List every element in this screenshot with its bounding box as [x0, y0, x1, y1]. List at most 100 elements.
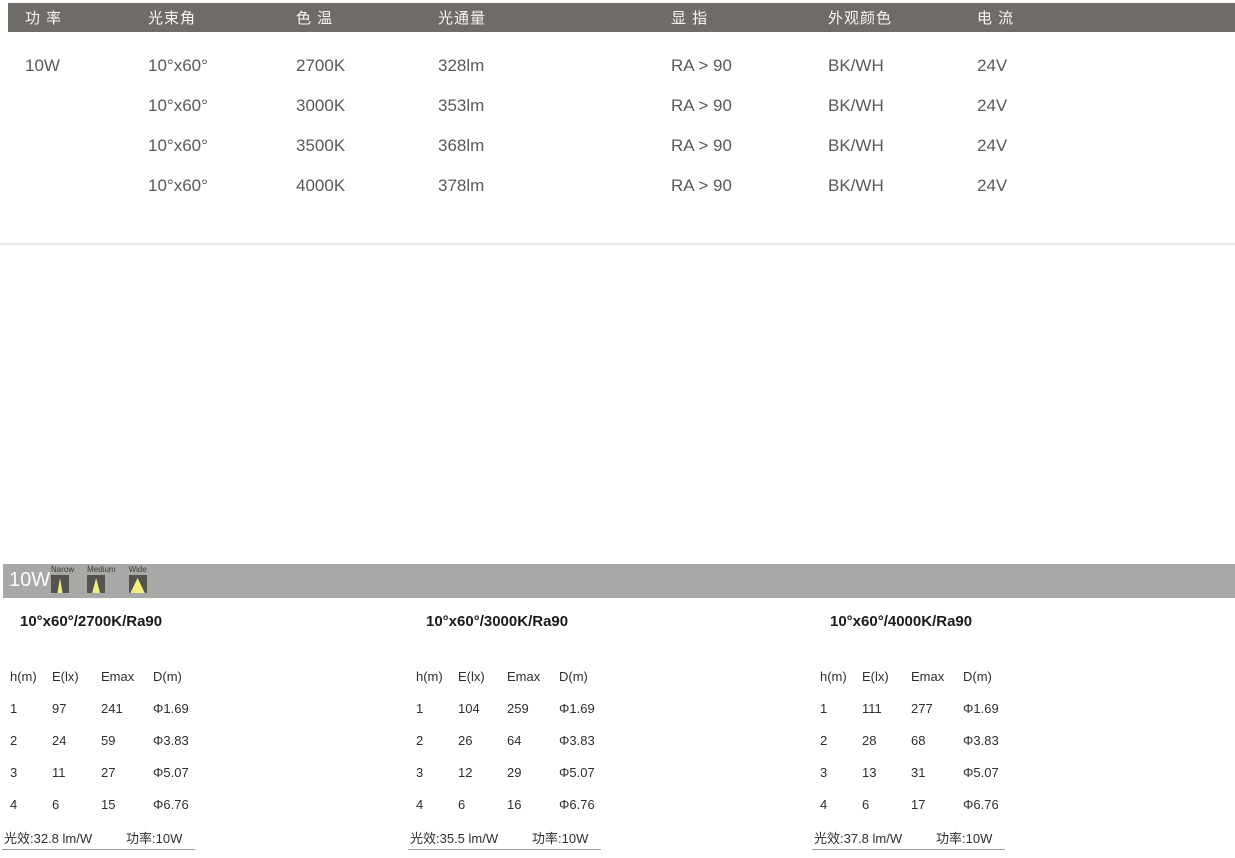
spec-cell-beam-angle: 10°x60°: [148, 96, 208, 115]
pt-header-h: h(m): [10, 668, 37, 684]
spec-header-power: 功 率: [25, 10, 63, 27]
section-divider: [0, 243, 1235, 245]
spec-cell-cct: 4000K: [296, 176, 346, 195]
spec-cell-beam-angle: 10°x60°: [148, 176, 208, 195]
pt-cell: 17: [911, 796, 926, 812]
pt-header-emax: Emax: [507, 668, 541, 684]
pt-cell: Φ3.83: [559, 732, 595, 748]
narrow-beam-icon: [51, 575, 69, 593]
pt-cell: Φ1.69: [963, 700, 999, 716]
spec-cell-flux: 368lm: [438, 136, 485, 155]
spec-table-header: 功 率 光束角 色 温 光通量 显 指 外观颜色 电 流: [0, 3, 1235, 32]
pt-header-emax: Emax: [101, 668, 135, 684]
pt-cell: 11: [52, 764, 66, 780]
spec-cell-beam-angle: 10°x60°: [148, 56, 208, 75]
wide-beam-icon: [128, 575, 147, 593]
pt-header-e: E(lx): [458, 668, 485, 684]
beam-item-narrow: Narow: [51, 566, 74, 593]
medium-beam-cone: [92, 578, 101, 593]
pt-cell: 3: [10, 764, 18, 780]
spec-cell-finish: BK/WH: [828, 176, 884, 195]
beam-item-wide: Wide: [128, 565, 147, 593]
pt-header-h: h(m): [820, 668, 847, 684]
pt-cell: 6: [458, 796, 466, 812]
narrow-beam-label: Narow: [51, 565, 75, 574]
spec-cell-flux: 328lm: [438, 56, 485, 75]
pt-cell: 64: [507, 732, 522, 748]
pt-cell: Φ5.07: [153, 764, 189, 780]
photometric-table-title: 10°x60°/4000K/Ra90: [830, 613, 973, 630]
wide-beam-label: Wide: [128, 565, 147, 574]
pt-cell: Φ5.07: [559, 764, 595, 780]
spec-table-row: 10°x60° 3500K 368lm RA > 90 BK/WH 24V: [0, 126, 1235, 166]
spec-cell-finish: BK/WH: [828, 96, 884, 115]
pt-header-d: D(m): [153, 668, 182, 684]
pt-cell: Φ6.76: [153, 796, 189, 812]
spec-header-finish: 外观颜色: [828, 10, 893, 27]
pt-cell: 13: [862, 764, 877, 780]
medium-beam-label: Medium: [87, 565, 116, 574]
pt-cell: 1: [416, 700, 424, 716]
power-footer-label: 功率:10W: [126, 831, 183, 846]
pt-cell: 27: [101, 764, 116, 780]
spec-cell-beam-angle: 10°x60°: [148, 136, 208, 155]
product-bar: 10W Narow Medium Wide: [3, 564, 1235, 598]
pt-cell: 2: [416, 732, 424, 748]
pt-header-e: E(lx): [862, 668, 889, 684]
spec-cell-finish: BK/WH: [828, 56, 884, 75]
pt-cell: 97: [52, 700, 67, 716]
pt-cell: 16: [507, 796, 522, 812]
pt-cell: Φ1.69: [559, 700, 595, 716]
pt-cell: 24: [52, 732, 67, 748]
pt-cell: 26: [458, 732, 473, 748]
pt-cell: 28: [862, 732, 877, 748]
spec-cell-cct: 3000K: [296, 96, 346, 115]
pt-cell: 29: [507, 764, 522, 780]
photometric-table-grid: h(m) E(lx) Emax D(m) 1 97 241 Φ1.69 2 24…: [2, 660, 207, 820]
pt-cell: 259: [507, 700, 529, 716]
spec-cell-current: 24V: [977, 96, 1008, 115]
pt-cell: 1: [10, 700, 18, 716]
spec-header-cct: 色 温: [296, 10, 334, 27]
spec-cell-cri: RA > 90: [671, 176, 732, 195]
pt-cell: Φ3.83: [153, 732, 189, 748]
pt-cell: 59: [101, 732, 116, 748]
spec-cell-cct: 3500K: [296, 136, 346, 155]
spec-cell-flux: 353lm: [438, 96, 485, 115]
beam-icon-group: Narow Medium Wide: [51, 566, 147, 593]
pt-cell: 31: [911, 764, 926, 780]
pt-header-e: E(lx): [52, 668, 79, 684]
spec-table-row: 10°x60° 4000K 378lm RA > 90 BK/WH 24V: [0, 166, 1235, 206]
spec-cell-current: 24V: [977, 56, 1008, 75]
pt-cell: 4: [416, 796, 424, 812]
efficacy-label: 光效:35.5 lm/W: [410, 831, 499, 846]
photometric-table-grid: h(m) E(lx) Emax D(m) 1 104 259 Φ1.69 2 2…: [408, 660, 613, 820]
photometric-table-grid: h(m) E(lx) Emax D(m) 1 111 277 Φ1.69 2 2…: [812, 660, 1017, 820]
pt-cell: 104: [458, 700, 480, 716]
spec-cell-cri: RA > 90: [671, 96, 732, 115]
spec-header-cri: 显 指: [671, 10, 709, 27]
pt-cell: 4: [820, 796, 828, 812]
pt-cell: 12: [458, 764, 473, 780]
photometric-table-footer: 光效:32.8 lm/W 功率:10W: [2, 826, 195, 850]
spec-table-body: 10W 10°x60° 2700K 328lm RA > 90 BK/WH 24…: [0, 46, 1235, 206]
spec-table-row: 10°x60° 3000K 353lm RA > 90 BK/WH 24V: [0, 86, 1235, 126]
wide-beam-cone: [130, 578, 145, 593]
pt-cell: Φ5.07: [963, 764, 999, 780]
spec-cell-cri: RA > 90: [671, 56, 732, 75]
pt-cell: 3: [820, 764, 828, 780]
pt-cell: 2: [10, 732, 18, 748]
beam-item-medium: Medium: [87, 565, 116, 593]
pt-cell: 241: [101, 700, 123, 716]
spec-cell-cri: RA > 90: [671, 136, 732, 155]
photometric-table-2700k: 10°x60°/2700K/Ra90 h(m) E(lx) Emax D(m) …: [2, 612, 207, 850]
photometric-table-3000k: 10°x60°/3000K/Ra90 h(m) E(lx) Emax D(m) …: [408, 612, 613, 850]
pt-cell: 6: [862, 796, 870, 812]
power-footer-label: 功率:10W: [936, 831, 993, 846]
power-footer-label: 功率:10W: [532, 831, 589, 846]
pt-cell: 6: [52, 796, 60, 812]
spec-cell-finish: BK/WH: [828, 136, 884, 155]
pt-header-emax: Emax: [911, 668, 945, 684]
spec-cell-cct: 2700K: [296, 56, 346, 75]
pt-cell: 3: [416, 764, 424, 780]
